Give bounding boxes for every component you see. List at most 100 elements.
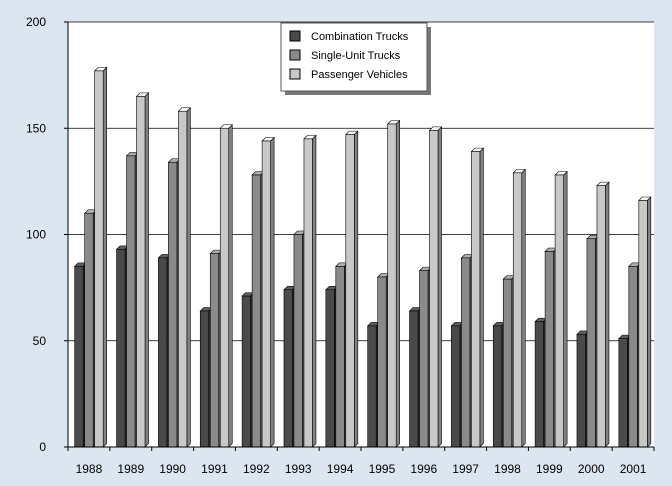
- x-tick-label-1999: 1999: [536, 462, 563, 476]
- x-tick-label-2001: 2001: [620, 462, 647, 476]
- bar-front: [596, 185, 606, 448]
- bar-front: [74, 266, 84, 448]
- y-tick-label-50: 50: [33, 334, 47, 348]
- bar-front: [293, 234, 303, 448]
- bar-side: [312, 134, 317, 448]
- bar-front: [419, 270, 429, 448]
- bar-1990-2: [177, 107, 192, 448]
- bar-1998-2: [512, 168, 526, 448]
- y-ticks: 0 50 100 150 200: [26, 15, 68, 454]
- y-tick-label-200: 200: [26, 15, 46, 29]
- bar-1992-2: [261, 136, 275, 448]
- bar-1993-2: [303, 134, 317, 448]
- bar-front: [168, 161, 178, 448]
- bar-front: [492, 325, 503, 448]
- y-tick-label-100: 100: [26, 228, 46, 242]
- x-tick-label-1990: 1990: [159, 462, 186, 476]
- bar-front: [512, 172, 523, 448]
- bar-side: [395, 119, 400, 448]
- x-tick-label-1993: 1993: [285, 462, 312, 476]
- bar-side: [605, 181, 610, 448]
- bar-front: [409, 310, 419, 448]
- bar-side: [354, 130, 359, 448]
- legend-swatch-combination: [289, 30, 301, 42]
- bar-front: [345, 134, 355, 448]
- bar-1997-2: [470, 147, 485, 448]
- bar-front: [576, 334, 586, 448]
- bar-front: [241, 295, 251, 448]
- x-tick-label-1991: 1991: [201, 462, 228, 476]
- bar-1989-2: [135, 92, 150, 448]
- legend-box: [280, 22, 428, 92]
- bar-front: [251, 174, 261, 448]
- bar-front: [283, 289, 293, 448]
- bar-2000-2: [596, 181, 610, 448]
- bar-side: [479, 147, 484, 448]
- bar-front: [94, 70, 104, 448]
- bar-front: [116, 249, 126, 448]
- bar-1999-2: [554, 170, 568, 448]
- bar-side: [437, 126, 442, 448]
- x-tick-label-1995: 1995: [369, 462, 396, 476]
- bar-front: [261, 140, 271, 448]
- bar-front: [461, 257, 471, 448]
- legend-swatch-single-unit: [289, 49, 301, 61]
- bar-front: [544, 251, 554, 448]
- bar-front: [429, 130, 439, 448]
- bar-front: [387, 123, 397, 448]
- legend: Combination Trucks Single-Unit Trucks Pa…: [280, 22, 431, 95]
- bar-front: [136, 96, 146, 448]
- bar-side: [228, 124, 233, 448]
- bar-front: [335, 266, 345, 448]
- y-tick-label-150: 150: [26, 121, 46, 135]
- bar-front: [628, 266, 638, 448]
- bar-front: [367, 325, 377, 448]
- bar-2001-2: [638, 196, 652, 448]
- bar-front: [158, 257, 168, 448]
- legend-label-passenger: Passenger Vehicles: [311, 69, 408, 81]
- x-ticks: 1988 1989 1990 1991 1992 1993 1994 1995 1996 1997…: [67, 447, 655, 476]
- bar-front: [178, 110, 188, 448]
- bar-front: [84, 212, 94, 448]
- bar-side: [186, 107, 191, 448]
- bar-side: [647, 196, 652, 448]
- x-tick-label-1998: 1998: [494, 462, 521, 476]
- x-tick-label-1992: 1992: [243, 462, 270, 476]
- bar-side: [270, 136, 275, 448]
- bar-front: [209, 253, 220, 448]
- bar-1991-2: [219, 124, 233, 448]
- bar-front: [126, 155, 136, 448]
- bar-front: [451, 325, 461, 448]
- legend-label-single-unit: Single-Unit Trucks: [311, 50, 401, 62]
- bar-front: [534, 321, 544, 448]
- bar-front: [377, 276, 387, 448]
- bar-1994-2: [345, 130, 359, 448]
- y-tick-label-0: 0: [39, 440, 46, 454]
- x-tick-label-2000: 2000: [578, 462, 605, 476]
- x-tick-label-1996: 1996: [410, 462, 437, 476]
- bar-side: [102, 66, 107, 448]
- x-tick-label-1988: 1988: [76, 462, 103, 476]
- x-tick-label-1994: 1994: [327, 462, 354, 476]
- bar-front: [618, 338, 628, 448]
- bar-side: [563, 170, 568, 448]
- bar-front: [325, 289, 335, 448]
- bar-1988-2: [93, 66, 108, 448]
- bar-1995-2: [386, 119, 401, 448]
- bar-front: [638, 200, 648, 448]
- bar-side: [144, 92, 149, 448]
- x-tick-label-1989: 1989: [117, 462, 144, 476]
- bar-front: [199, 310, 210, 448]
- bar-front: [471, 151, 481, 448]
- bar-front: [586, 238, 596, 448]
- bar-side: [521, 168, 526, 448]
- bar-front: [219, 127, 230, 448]
- bar-front: [502, 278, 513, 448]
- legend-label-combination: Combination Trucks: [311, 31, 409, 43]
- bar-1996-2: [428, 126, 443, 448]
- x-tick-label-1997: 1997: [452, 462, 479, 476]
- bar-front: [554, 174, 564, 448]
- legend-swatch-passenger: [289, 68, 301, 80]
